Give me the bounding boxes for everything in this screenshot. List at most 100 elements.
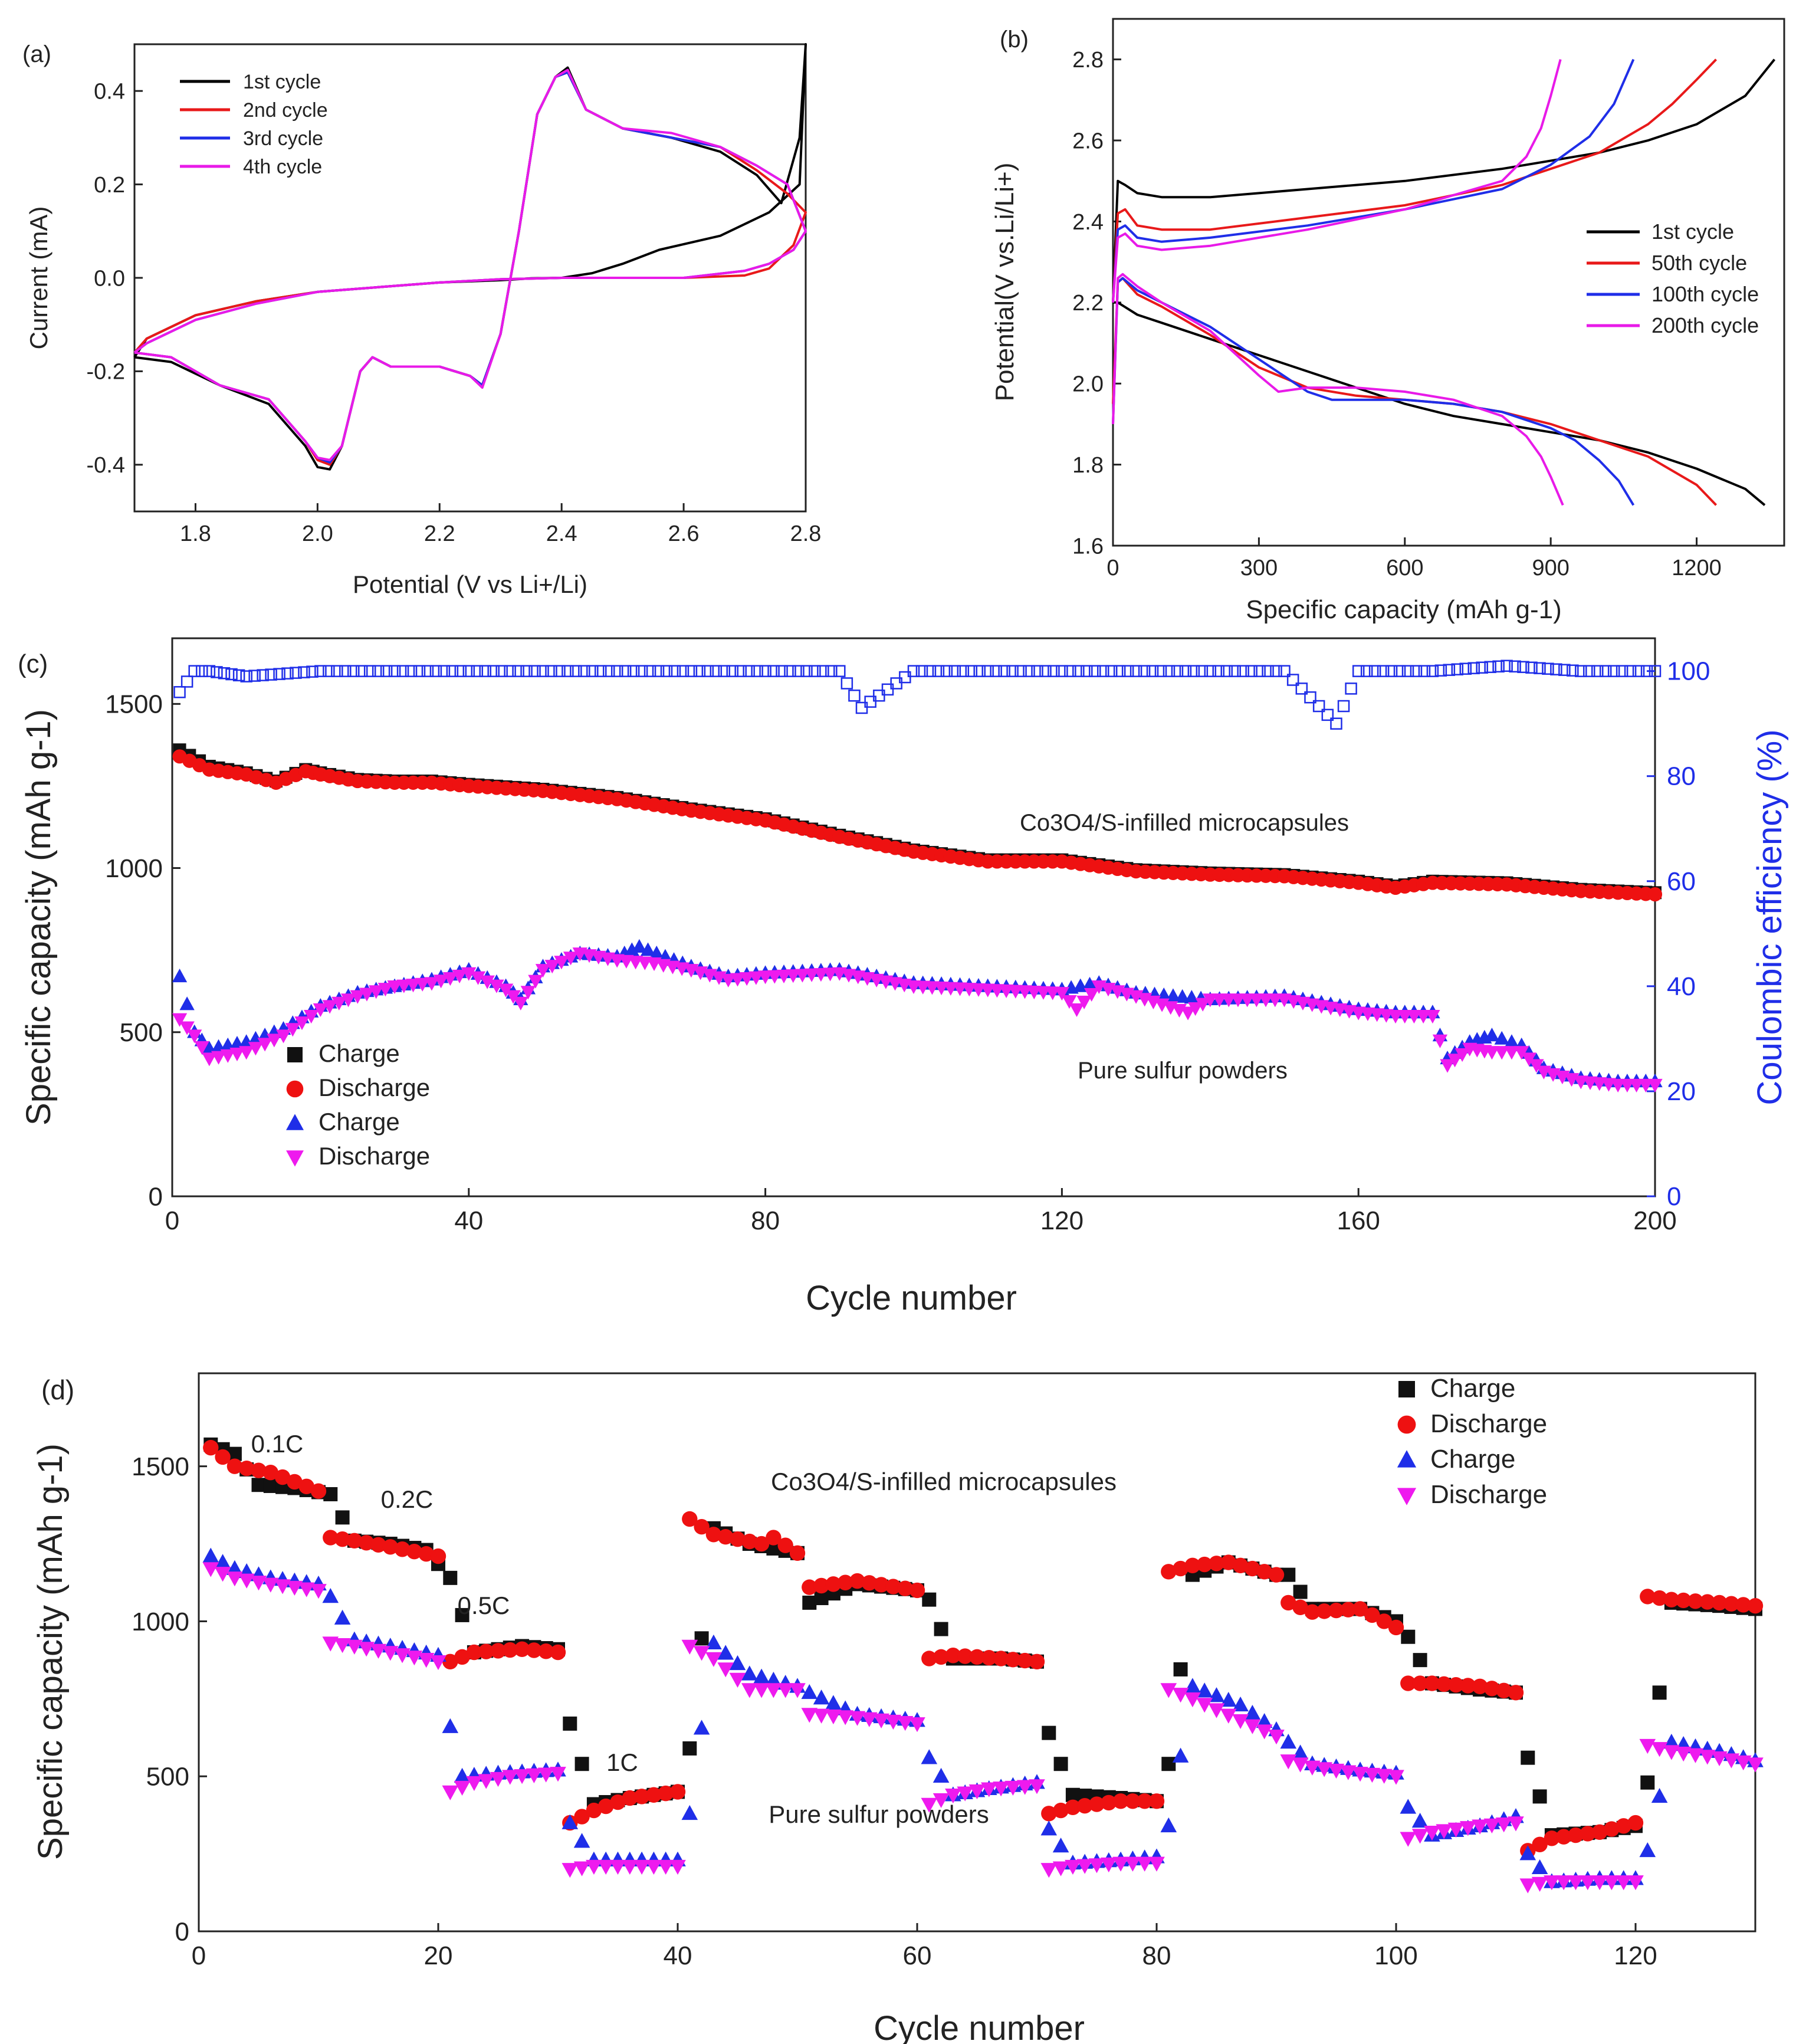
marker-s4-112: [1180, 1006, 1196, 1021]
marker-s4-114: [1567, 1875, 1584, 1891]
y-tick-label-3: 0.2: [94, 173, 125, 198]
marker-s5-106: [1039, 665, 1052, 677]
marker-s2-29: [550, 1644, 566, 1661]
marker-s5-13: [273, 668, 285, 680]
marker-s2-44: [730, 1531, 746, 1547]
marker-s4-118: [1615, 1875, 1632, 1891]
marker-s2-9: [310, 1483, 327, 1499]
marker-s5-85: [864, 695, 876, 708]
marker-s5-28: [396, 665, 409, 677]
marker-s4-13: [358, 1642, 375, 1657]
marker-s5-140: [1321, 708, 1334, 721]
marker-s2-98: [1376, 1613, 1392, 1629]
legend-label-3: 100th cycle: [1651, 282, 1759, 306]
marker-s4-106: [1472, 1819, 1488, 1835]
marker-s5-30: [413, 665, 426, 677]
marker-s5-31: [421, 665, 434, 677]
marker-s4-61: [933, 1793, 950, 1809]
marker-s4-97: [1054, 987, 1070, 1001]
marker-s3-87: [1244, 1704, 1261, 1720]
marker-s1-71: [1053, 1757, 1068, 1771]
marker-s4-20: [350, 990, 365, 1004]
marker-s4-152: [1529, 1059, 1544, 1073]
marker-s5-95: [948, 665, 961, 677]
marker-s2-33: [597, 1798, 614, 1815]
marker-s4-52: [825, 1709, 842, 1725]
marker-s1-21: [455, 1607, 469, 1622]
x-axis-title: Specific capacity (mAh g-1): [1246, 595, 1562, 624]
marker-s2-92: [1304, 1604, 1321, 1620]
marker-s4-127: [1723, 1753, 1740, 1769]
marker-s4-70: [1040, 1863, 1058, 1878]
marker-s2-64: [969, 1649, 985, 1665]
marker-s5-155: [1443, 664, 1456, 676]
marker-s4-2: [187, 1029, 202, 1044]
marker-s4-96: [1352, 1767, 1368, 1782]
marker-s5-74: [776, 665, 788, 677]
marker-s4-7: [229, 1048, 245, 1062]
marker-s3-110: [1519, 1845, 1536, 1861]
marker-s3-44: [729, 1655, 746, 1671]
marker-s4-34: [609, 1859, 626, 1875]
legend-label-1: Charge: [319, 1039, 400, 1067]
marker-s4-5: [262, 1577, 279, 1593]
marker-s2-76: [1112, 1793, 1129, 1809]
marker-s5-133: [1262, 665, 1274, 677]
discharge-curve-1: [1113, 301, 1766, 506]
marker-s2-28: [538, 1643, 554, 1659]
marker-s4-16: [394, 1648, 411, 1664]
marker-s4-58: [897, 1715, 914, 1731]
marker-s5-59: [652, 665, 665, 677]
x-tick-label-3: 120: [1040, 1206, 1083, 1235]
panel-b: 0 300 600 900 1200 1.6 1.8 2.0 2.2 2.4 2.6 2.8 (b) Sp…: [990, 18, 1785, 624]
marker-s2-2: [226, 1458, 243, 1474]
marker-s2-14: [370, 1537, 386, 1553]
marker-s4-60: [921, 1797, 938, 1813]
marker-s4-65: [757, 970, 773, 985]
marker-s2-60: [921, 1651, 937, 1666]
marker-s3-84: [1208, 1687, 1225, 1702]
marker-s2-88: [1256, 1564, 1272, 1580]
panel-d: 0 20 40 60 80 100 120 0 500 1000 1500 (d) Cycle numb…: [31, 1372, 1764, 2044]
legend-label-3: Charge: [319, 1108, 400, 1136]
marker-s4-14: [370, 1643, 387, 1659]
marker-s4-103: [1436, 1824, 1452, 1839]
marker-s2-62: [945, 1648, 961, 1664]
marker-s2-68: [1017, 1652, 1033, 1669]
marker-s4-99: [1388, 1770, 1404, 1785]
marker-s2-25: [502, 1642, 518, 1658]
x-tick-label-4: 160: [1337, 1206, 1380, 1235]
legend-label-2: Discharge: [319, 1074, 430, 1101]
x-axis-title: Potential (V vs Li+/Li): [353, 570, 587, 598]
marker-s4-47: [765, 1683, 782, 1698]
marker-s4-110: [1519, 1878, 1536, 1894]
marker-s3-54: [649, 946, 664, 960]
marker-s5-128: [1220, 665, 1233, 677]
marker-s4-10: [322, 1636, 339, 1652]
marker-s4-102: [1424, 1826, 1440, 1841]
y-tick-label-2: 2.0: [1072, 372, 1104, 397]
x-tick-label-3: 60: [903, 1941, 932, 1970]
y2-tick-label-0: 0: [1667, 1182, 1681, 1211]
marker-s5-81: [833, 665, 846, 677]
marker-s2-36: [633, 1789, 650, 1805]
marker-s2-74: [1089, 1796, 1105, 1812]
legend-label-4: 4th cycle: [243, 156, 322, 178]
marker-s4-65: [981, 1782, 997, 1797]
marker-s4-38: [513, 996, 528, 1010]
marker-s4-35: [622, 1859, 638, 1875]
marker-s2-1: [215, 1449, 231, 1465]
x-tick-label-3: 2.4: [546, 521, 577, 546]
y-axis-title: Specific capacity (mAh g-1): [31, 1443, 70, 1860]
marker-s3-41: [693, 1720, 710, 1735]
marker-s5-65: [701, 665, 714, 677]
y2-tick-label-5: 100: [1667, 657, 1710, 686]
marker-s4-6: [274, 1579, 291, 1594]
marker-s2-84: [1209, 1556, 1224, 1571]
marker-s2-22: [466, 1644, 482, 1661]
marker-s2-120: [1640, 1589, 1656, 1605]
marker-s4-23: [377, 983, 393, 997]
marker-s3-81: [1172, 1747, 1189, 1763]
marker-s4-84: [1208, 1703, 1225, 1718]
marker-s4-76: [1112, 1856, 1129, 1872]
